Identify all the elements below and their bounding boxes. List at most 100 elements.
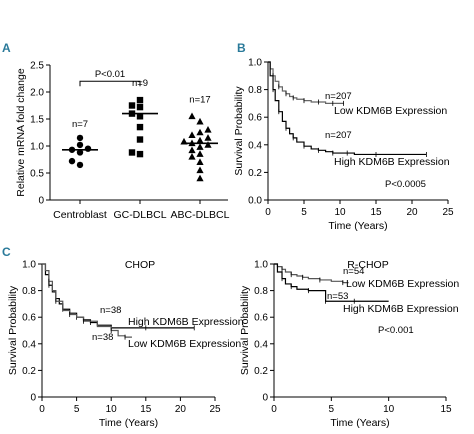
panel-d-title: R-CHOP — [347, 259, 388, 271]
panel-c-y-tick-label: 0 — [30, 393, 36, 404]
panel-a-point-gc — [136, 113, 144, 120]
panel-a-point-centroblast — [68, 146, 76, 153]
panel-d-p-value: P<0.001 — [378, 325, 414, 336]
panel-d-y-tick-label: 0.2 — [254, 366, 268, 377]
panel-a-point-abc — [196, 158, 204, 165]
panel-b-x-axis-label: Time (Years) — [328, 220, 387, 232]
panel-d-legend-label: High KDM6B Expression — [343, 303, 459, 315]
panel-a-y-tick-label: 1.5 — [30, 115, 44, 126]
panel-c-legend-label: Low KDM6B Expression — [128, 338, 241, 350]
panel-a-n-label: n=7 — [72, 119, 88, 130]
panel-d-y-axis-label: Survival Probability — [239, 285, 251, 375]
panel-a-point-abc — [188, 153, 196, 160]
panel-c-y-tick-label: 0.2 — [22, 366, 36, 377]
panel-a-significance-bracket — [79, 80, 141, 87]
panel-c-x-tick-label: 20 — [175, 404, 187, 415]
panel-a-point-abc — [196, 128, 204, 136]
panel-c-n-label: n=38 — [100, 305, 121, 316]
panel-letter-c: C — [2, 245, 11, 259]
panel-a-point-abc — [204, 126, 212, 133]
panel-b-x-tick-label: 20 — [406, 207, 418, 218]
panel-b-y-axis-label: Survival Probability — [233, 86, 245, 176]
panel-a-point-centroblast — [76, 141, 84, 149]
panel-a-point-abc — [196, 166, 204, 174]
panel-a-point-abc — [196, 136, 204, 144]
panel-a-point-abc — [180, 137, 188, 145]
panel-d-y-tick-label: 1.0 — [254, 260, 268, 271]
panel-a-point-centroblast — [76, 161, 84, 169]
panel-c-x-tick-label: 10 — [106, 404, 118, 415]
panel-a-point-gc — [128, 102, 136, 109]
panel-a-y-tick-label: 1.0 — [30, 142, 44, 153]
panel-a-x-tick-label: GC-DLBCL — [113, 209, 166, 221]
panel-a-point-abc — [188, 146, 196, 154]
panel-b-n-label: n=207 — [325, 130, 352, 141]
panel-d-x-axis-label: Time (Years) — [330, 417, 389, 429]
panel-c-y-tick-label: 0.4 — [22, 339, 36, 350]
panel-b-y-tick-label: 0.4 — [248, 140, 262, 151]
panel-b-curve-1 — [268, 61, 427, 156]
panel-c-n-label: n=38 — [92, 332, 113, 343]
panel-a-point-gc — [136, 123, 144, 131]
panel-b-legend-label: High KDM6B Expression — [334, 156, 450, 168]
panel-a-point-abc — [204, 134, 212, 141]
panel-c-y-tick-label: 0.8 — [22, 286, 36, 297]
panel-c-y-axis-label: Survival Probability — [7, 285, 19, 375]
panel-b-y-tick-label: 0.6 — [248, 113, 262, 124]
panel-a-point-gc — [136, 150, 144, 158]
panel-c-title: CHOP — [125, 259, 155, 271]
panel-a-x-tick-label: Centroblast — [53, 209, 107, 221]
panel-b-legend-label: Low KDM6B Expression — [334, 105, 447, 117]
panel-a-point-gc — [136, 136, 144, 143]
panel-b-p-value: P<0.0005 — [385, 179, 426, 190]
panel-b-y-tick-label: 0.2 — [248, 168, 262, 179]
panel-c-y-tick-label: 0.6 — [22, 313, 36, 324]
panel-a-point-abc — [188, 112, 196, 120]
panel-a-point-abc — [196, 143, 204, 150]
panel-c-curve-1 — [42, 263, 132, 338]
panel-d-x-tick-label: 10 — [383, 404, 395, 415]
panel-d-y-tick-label: 0.6 — [254, 313, 268, 324]
panel-a-y-tick-label: 0 — [38, 196, 44, 207]
panel-d-y-tick-label: 0.8 — [254, 286, 268, 297]
panel-b-n-label: n=207 — [325, 91, 352, 102]
panel-d-y-tick-label: 0 — [262, 393, 268, 404]
panel-b-x-tick-label: 25 — [442, 207, 454, 218]
panel-c-y-tick-label: 1.0 — [22, 260, 36, 271]
panel-b-y-tick-label: 0.0 — [248, 196, 262, 207]
panel-a-p-value: P<0.01 — [95, 69, 125, 80]
panel-d-x-tick-label: 0 — [271, 404, 277, 415]
panel-b-x-tick-label: 10 — [334, 207, 346, 218]
panel-c-x-tick-label: 0 — [39, 404, 45, 415]
panel-d-n-label: n=53 — [327, 291, 348, 302]
panel-a-point-centroblast — [68, 157, 76, 165]
panel-a-y-tick-label: 2.5 — [30, 61, 44, 72]
panel-b-y-tick-label: 0.8 — [248, 85, 262, 96]
panel-d-x-tick-label: 5 — [329, 404, 335, 415]
panel-a-y-tick-label: 0.5 — [30, 169, 44, 180]
panel-b-x-tick-label: 0 — [265, 207, 271, 218]
panel-a-point-centroblast — [76, 149, 84, 156]
panel-b-curve-0 — [268, 61, 344, 104]
panel-c-rchop-km: 0 0.2 0.4 0.6 0.8 1.0 0 5 10 15 Time (Years) Surviv… — [239, 259, 459, 429]
panel-c-chop-km: 0 0.2 0.4 0.6 0.8 1.0 0 5 10 15 20 25 Time (Years) Su… — [7, 259, 244, 429]
panel-a-y-tick-label: 2.0 — [30, 88, 44, 99]
panel-a-point-abc — [188, 131, 196, 138]
panel-b-x-tick-label: 5 — [301, 207, 307, 218]
panel-a-x-tick-label: ABC-DLBCL — [171, 209, 230, 221]
panel-a-point-gc — [128, 110, 136, 117]
panel-c-x-tick-label: 5 — [74, 404, 80, 415]
panel-a-point-abc — [188, 139, 196, 147]
panel-a-point-centroblast — [76, 134, 84, 142]
panel-c-x-axis-label: Time (Years) — [99, 417, 158, 429]
panel-d-y-tick-label: 0.4 — [254, 339, 268, 350]
panel-a-point-centroblast — [84, 145, 92, 152]
panel-a-point-gc — [128, 149, 136, 156]
panel-d-legend-label: Low KDM6B Expression — [346, 278, 459, 290]
panel-c-x-tick-label: 15 — [140, 404, 152, 415]
panel-a-point-abc — [196, 150, 204, 157]
panel-b-km: 0.0 0.2 0.4 0.6 0.8 1.0 0 5 10 15 20 25 Time (Years)… — [233, 58, 454, 233]
panel-letter-b: B — [237, 41, 246, 55]
panel-a-point-abc — [196, 117, 204, 125]
